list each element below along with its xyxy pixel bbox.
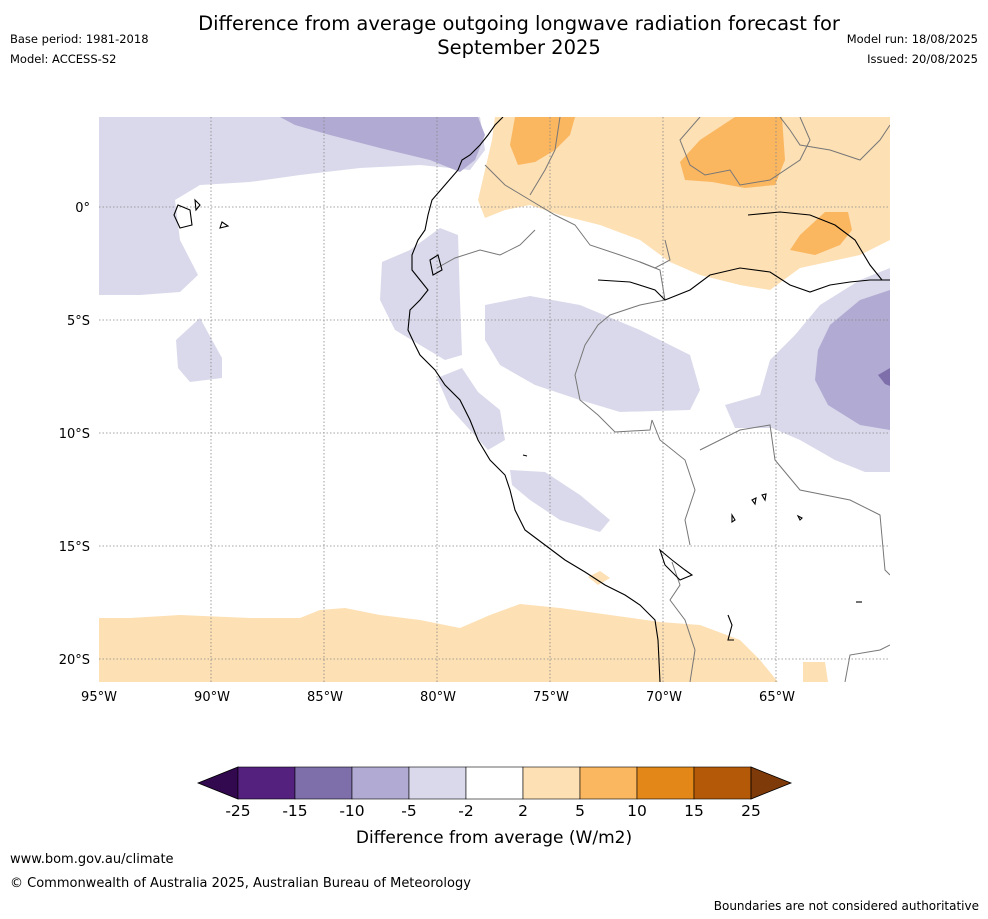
colorbar-ticks: -25 -15 -10 -5 -2 2 5 10 15 25 — [225, 802, 761, 820]
anomaly-light-purple-south — [510, 470, 610, 532]
colorbar-tick: 10 — [627, 802, 647, 820]
colorbar-tick: 15 — [684, 802, 704, 820]
copyright-text: © Commonwealth of Australia 2025, Austra… — [10, 876, 471, 891]
colorbar-tick: -10 — [339, 802, 364, 820]
anomaly-light-orange-small-east — [803, 662, 828, 682]
colorbar-tick: -25 — [225, 802, 250, 820]
website-text: www.bom.gov.au/climate — [10, 852, 174, 867]
colorbar-tick: 25 — [741, 802, 761, 820]
title-line-2: September 2025 — [437, 36, 601, 59]
lon-label: 90°W — [194, 690, 230, 705]
anomaly-medium-purple-east — [815, 290, 890, 430]
colorbar-segment — [465, 766, 524, 800]
anomaly-light-purple-amazon — [485, 296, 700, 412]
colorbar-segment — [351, 766, 410, 800]
disclaimer-text: Boundaries are not considered authoritat… — [713, 899, 979, 913]
colorbar-segment — [579, 766, 638, 800]
colorbar — [196, 766, 793, 800]
meta-right: Model run: 18/08/2025 Issued: 20/08/2025 — [847, 32, 978, 72]
lon-label: 85°W — [307, 690, 343, 705]
colorbar-tick: -2 — [458, 802, 473, 820]
lat-label: 5°S — [67, 314, 90, 329]
chart-title: Difference from average outgoing longwav… — [0, 12, 988, 60]
anomaly-light-orange-speck — [588, 571, 610, 585]
anomaly-light-purple-nw — [99, 117, 485, 295]
colorbar-label: Difference from average (W/m2) — [356, 828, 632, 848]
map-panel — [99, 117, 890, 682]
coastline — [173, 117, 890, 682]
colorbar-tick: 5 — [575, 802, 585, 820]
lat-label: 10°S — [59, 427, 90, 442]
anomaly-dark-purple-east — [878, 368, 890, 386]
lon-tick-labels: 95°W 90°W 85°W 80°W 75°W 70°W 65°W — [81, 690, 795, 705]
issued-text: Issued: 20/08/2025 — [867, 52, 978, 66]
colorbar-tick: -15 — [282, 802, 307, 820]
meta-left: Base period: 1981-2018 Model: ACCESS-S2 — [10, 32, 149, 72]
colorbar-segment — [237, 766, 296, 800]
colorbar-segment — [693, 766, 752, 800]
lon-label: 70°W — [646, 690, 682, 705]
base-period-text: Base period: 1981-2018 — [10, 32, 149, 46]
lat-label: 15°S — [59, 540, 90, 555]
lat-label: 20°S — [59, 653, 90, 668]
lon-label: 95°W — [81, 690, 117, 705]
colorbar-tick: 2 — [518, 802, 528, 820]
anomaly-orange-ne — [680, 117, 785, 188]
lon-label: 75°W — [533, 690, 569, 705]
title-line-1: Difference from average outgoing longwav… — [198, 12, 840, 35]
anomaly-orange-east — [790, 212, 852, 255]
lon-label: 80°W — [420, 690, 456, 705]
anomaly-light-purple-peru-coast — [437, 368, 505, 450]
model-text: Model: ACCESS-S2 — [10, 52, 117, 66]
colorbar-tick: -5 — [401, 802, 416, 820]
anomaly-orange-nw — [510, 117, 575, 165]
colorbar-segment — [522, 766, 581, 800]
colorbar-extend-low — [196, 766, 239, 800]
anomaly-medium-purple-north — [280, 117, 485, 172]
colorbar-segment — [636, 766, 695, 800]
lat-tick-labels: 0° 5°S 10°S 15°S 20°S — [59, 201, 90, 668]
anomaly-light-orange-south — [99, 604, 778, 682]
graticule — [99, 117, 890, 682]
anomaly-light-purple-coast — [380, 228, 462, 360]
colorbar-extend-high — [750, 766, 793, 800]
model-run-text: Model run: 18/08/2025 — [846, 32, 978, 46]
lon-label: 65°W — [759, 690, 795, 705]
anomaly-light-orange-north — [478, 117, 890, 290]
colorbar-segment — [408, 766, 467, 800]
lat-label: 0° — [75, 201, 90, 216]
colorbar-segment — [294, 766, 353, 800]
anomaly-light-purple-islet — [176, 318, 222, 382]
country-borders — [436, 117, 890, 682]
